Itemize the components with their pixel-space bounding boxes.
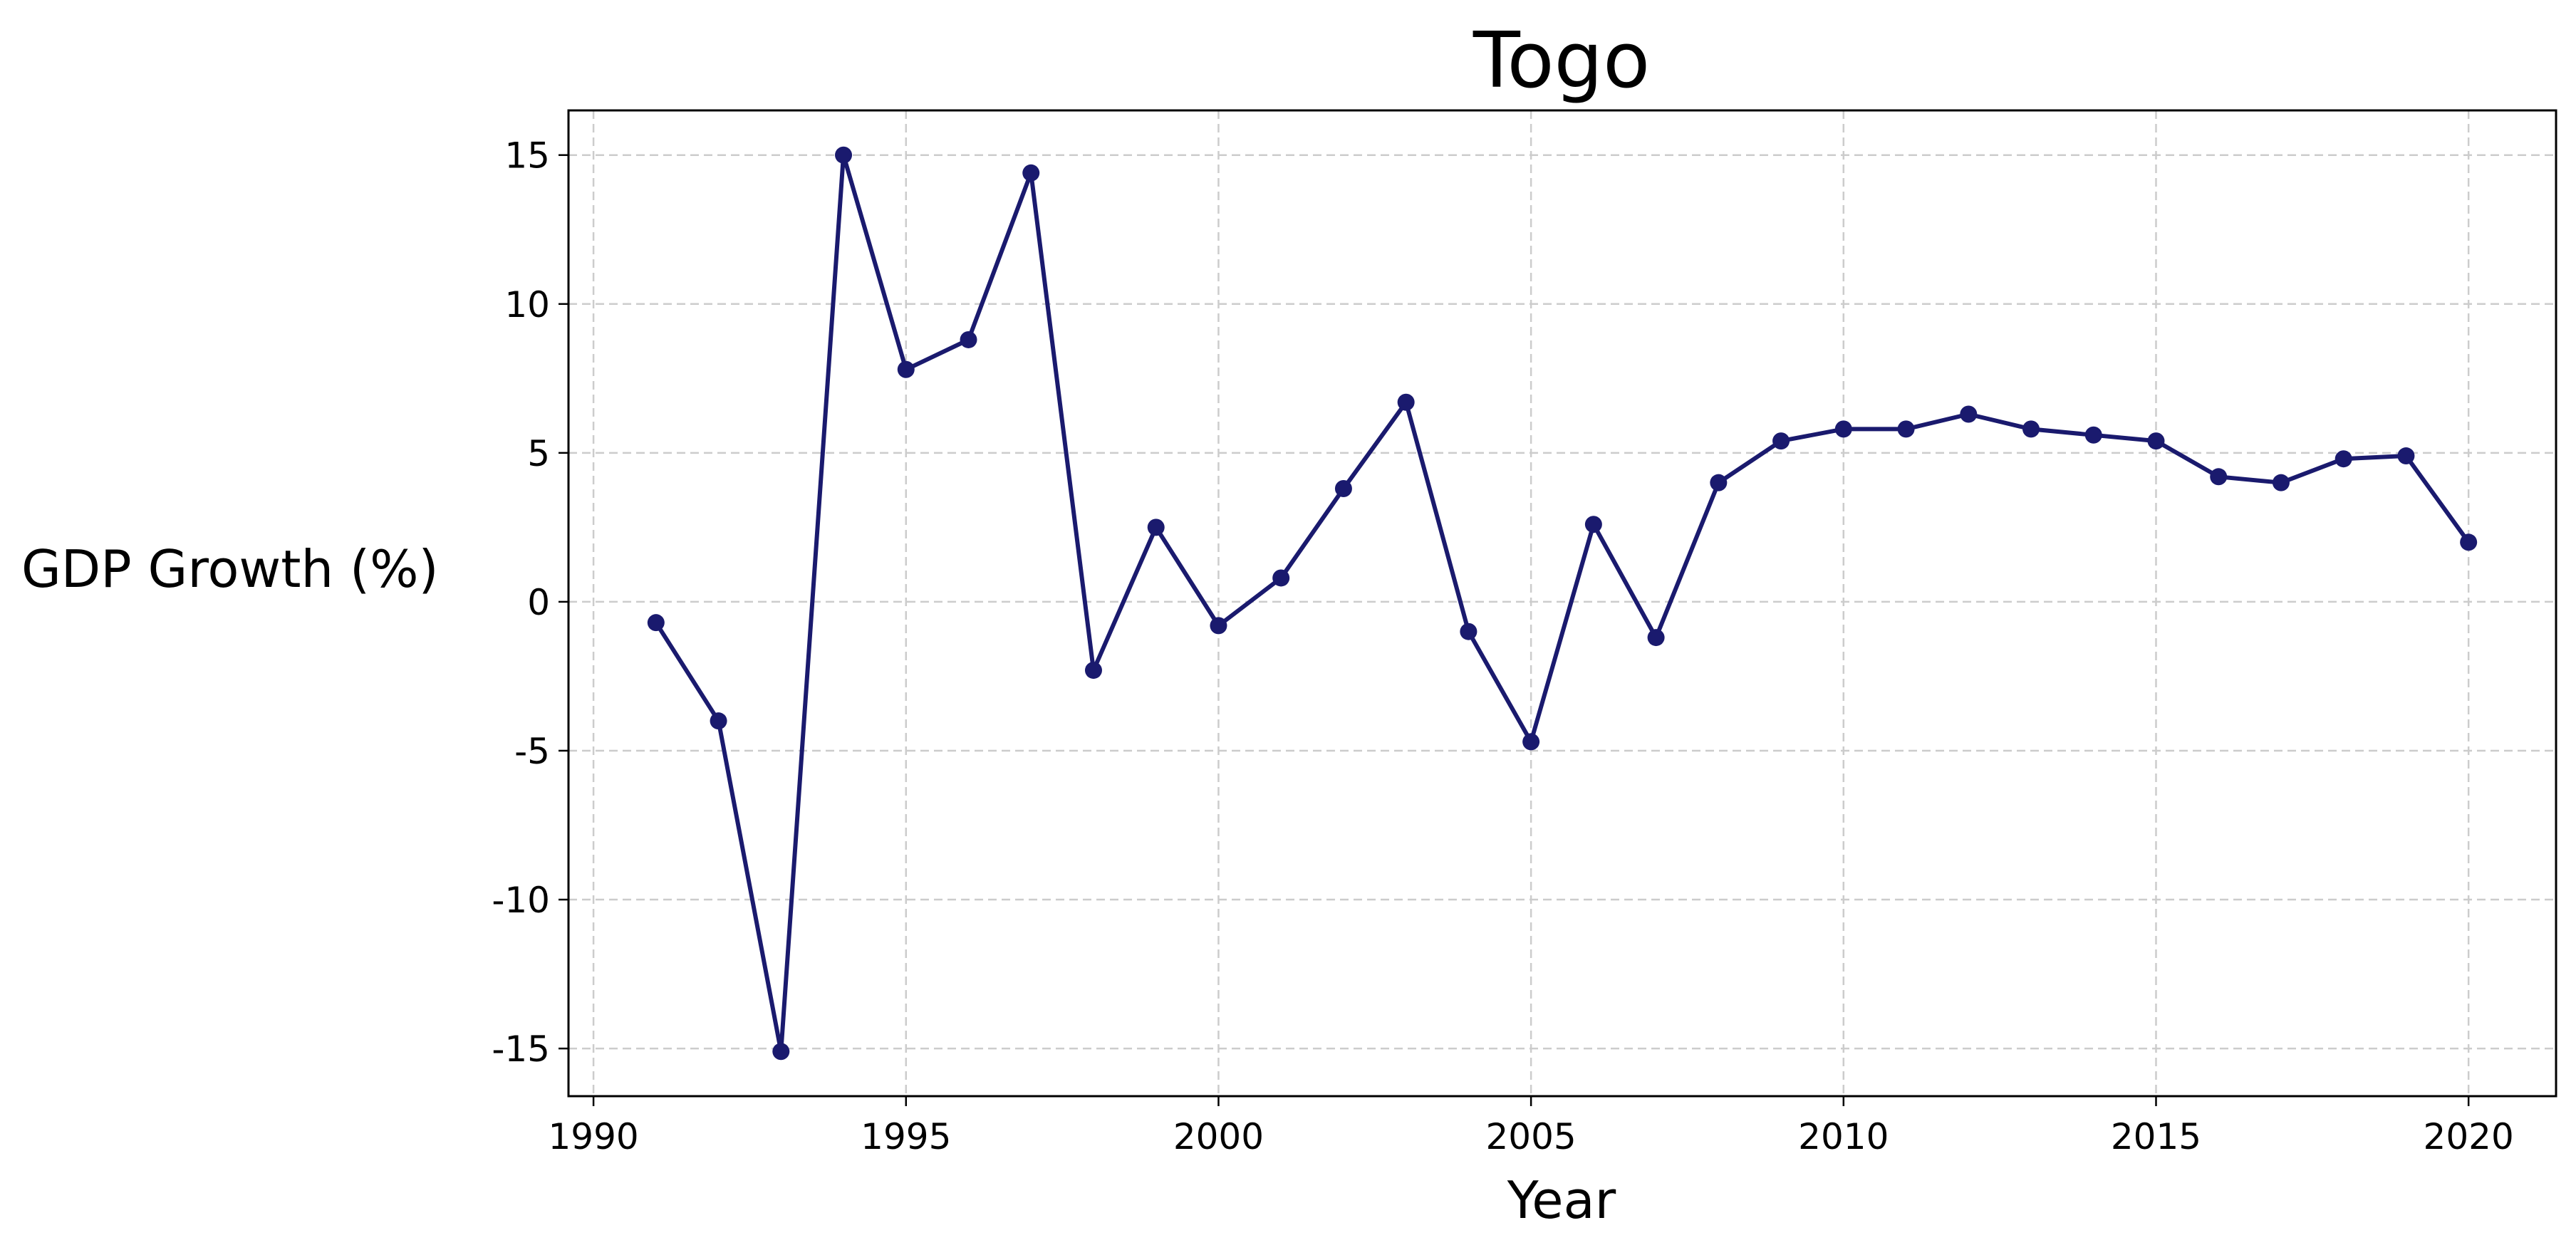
y-tick-label: -10 [492,880,550,921]
data-point [1647,629,1665,647]
series-layer [647,146,2478,1061]
x-axis-title: Year [1507,1170,1616,1230]
plot-frame [567,109,2557,1098]
y-axis-title: GDP Growth (%) [21,539,439,599]
data-point [1334,480,1352,498]
series-line [653,152,2471,1054]
data-point [960,330,977,348]
x-tick-label: 2020 [2424,1116,2514,1157]
x-tick-label: 1990 [548,1116,638,1157]
data-point [772,1043,790,1061]
y-tick-label: 5 [527,433,550,474]
data-point [2022,420,2040,438]
x-tick-label: 2005 [1486,1116,1577,1157]
y-tick-label: 10 [504,284,550,326]
data-point [2334,450,2352,468]
data-point [2084,426,2102,444]
data-point [1834,420,1852,438]
x-tick-label: 2000 [1173,1116,1264,1157]
data-point [1084,662,1102,679]
data-point [1397,393,1415,411]
data-point [2210,468,2228,486]
data-point [1272,569,1290,587]
data-point [1960,405,1978,423]
data-point [1584,516,1602,533]
x-tick-label: 1995 [861,1116,951,1157]
data-point [2397,447,2415,465]
y-tick-label: -15 [492,1029,550,1070]
data-point [897,360,915,378]
data-point [2147,432,2165,450]
data-point [2460,533,2478,551]
grid [568,110,2556,1096]
x-tick-label: 2010 [1798,1116,1889,1157]
y-tick-label: 0 [527,582,550,623]
y-tick-label: -5 [514,731,550,772]
data-point [1522,733,1540,751]
data-point [647,614,665,632]
data-point [710,712,727,730]
x-tick-label: 2015 [2111,1116,2201,1157]
data-point [1772,432,1790,450]
data-point [2272,474,2290,491]
data-point [1897,420,1915,438]
y-tick-label: 15 [504,135,550,177]
chart-title: Togo [1473,16,1650,105]
data-point [835,146,853,164]
data-point [1147,519,1165,536]
data-point [1022,164,1040,182]
axes: 1990 1995 2000 2005 2010 2015 2020 -15 -10 -5 0 5 10… [492,135,2513,1157]
data-point [1710,474,1728,491]
data-point [1460,623,1477,640]
data-point [1210,617,1227,635]
